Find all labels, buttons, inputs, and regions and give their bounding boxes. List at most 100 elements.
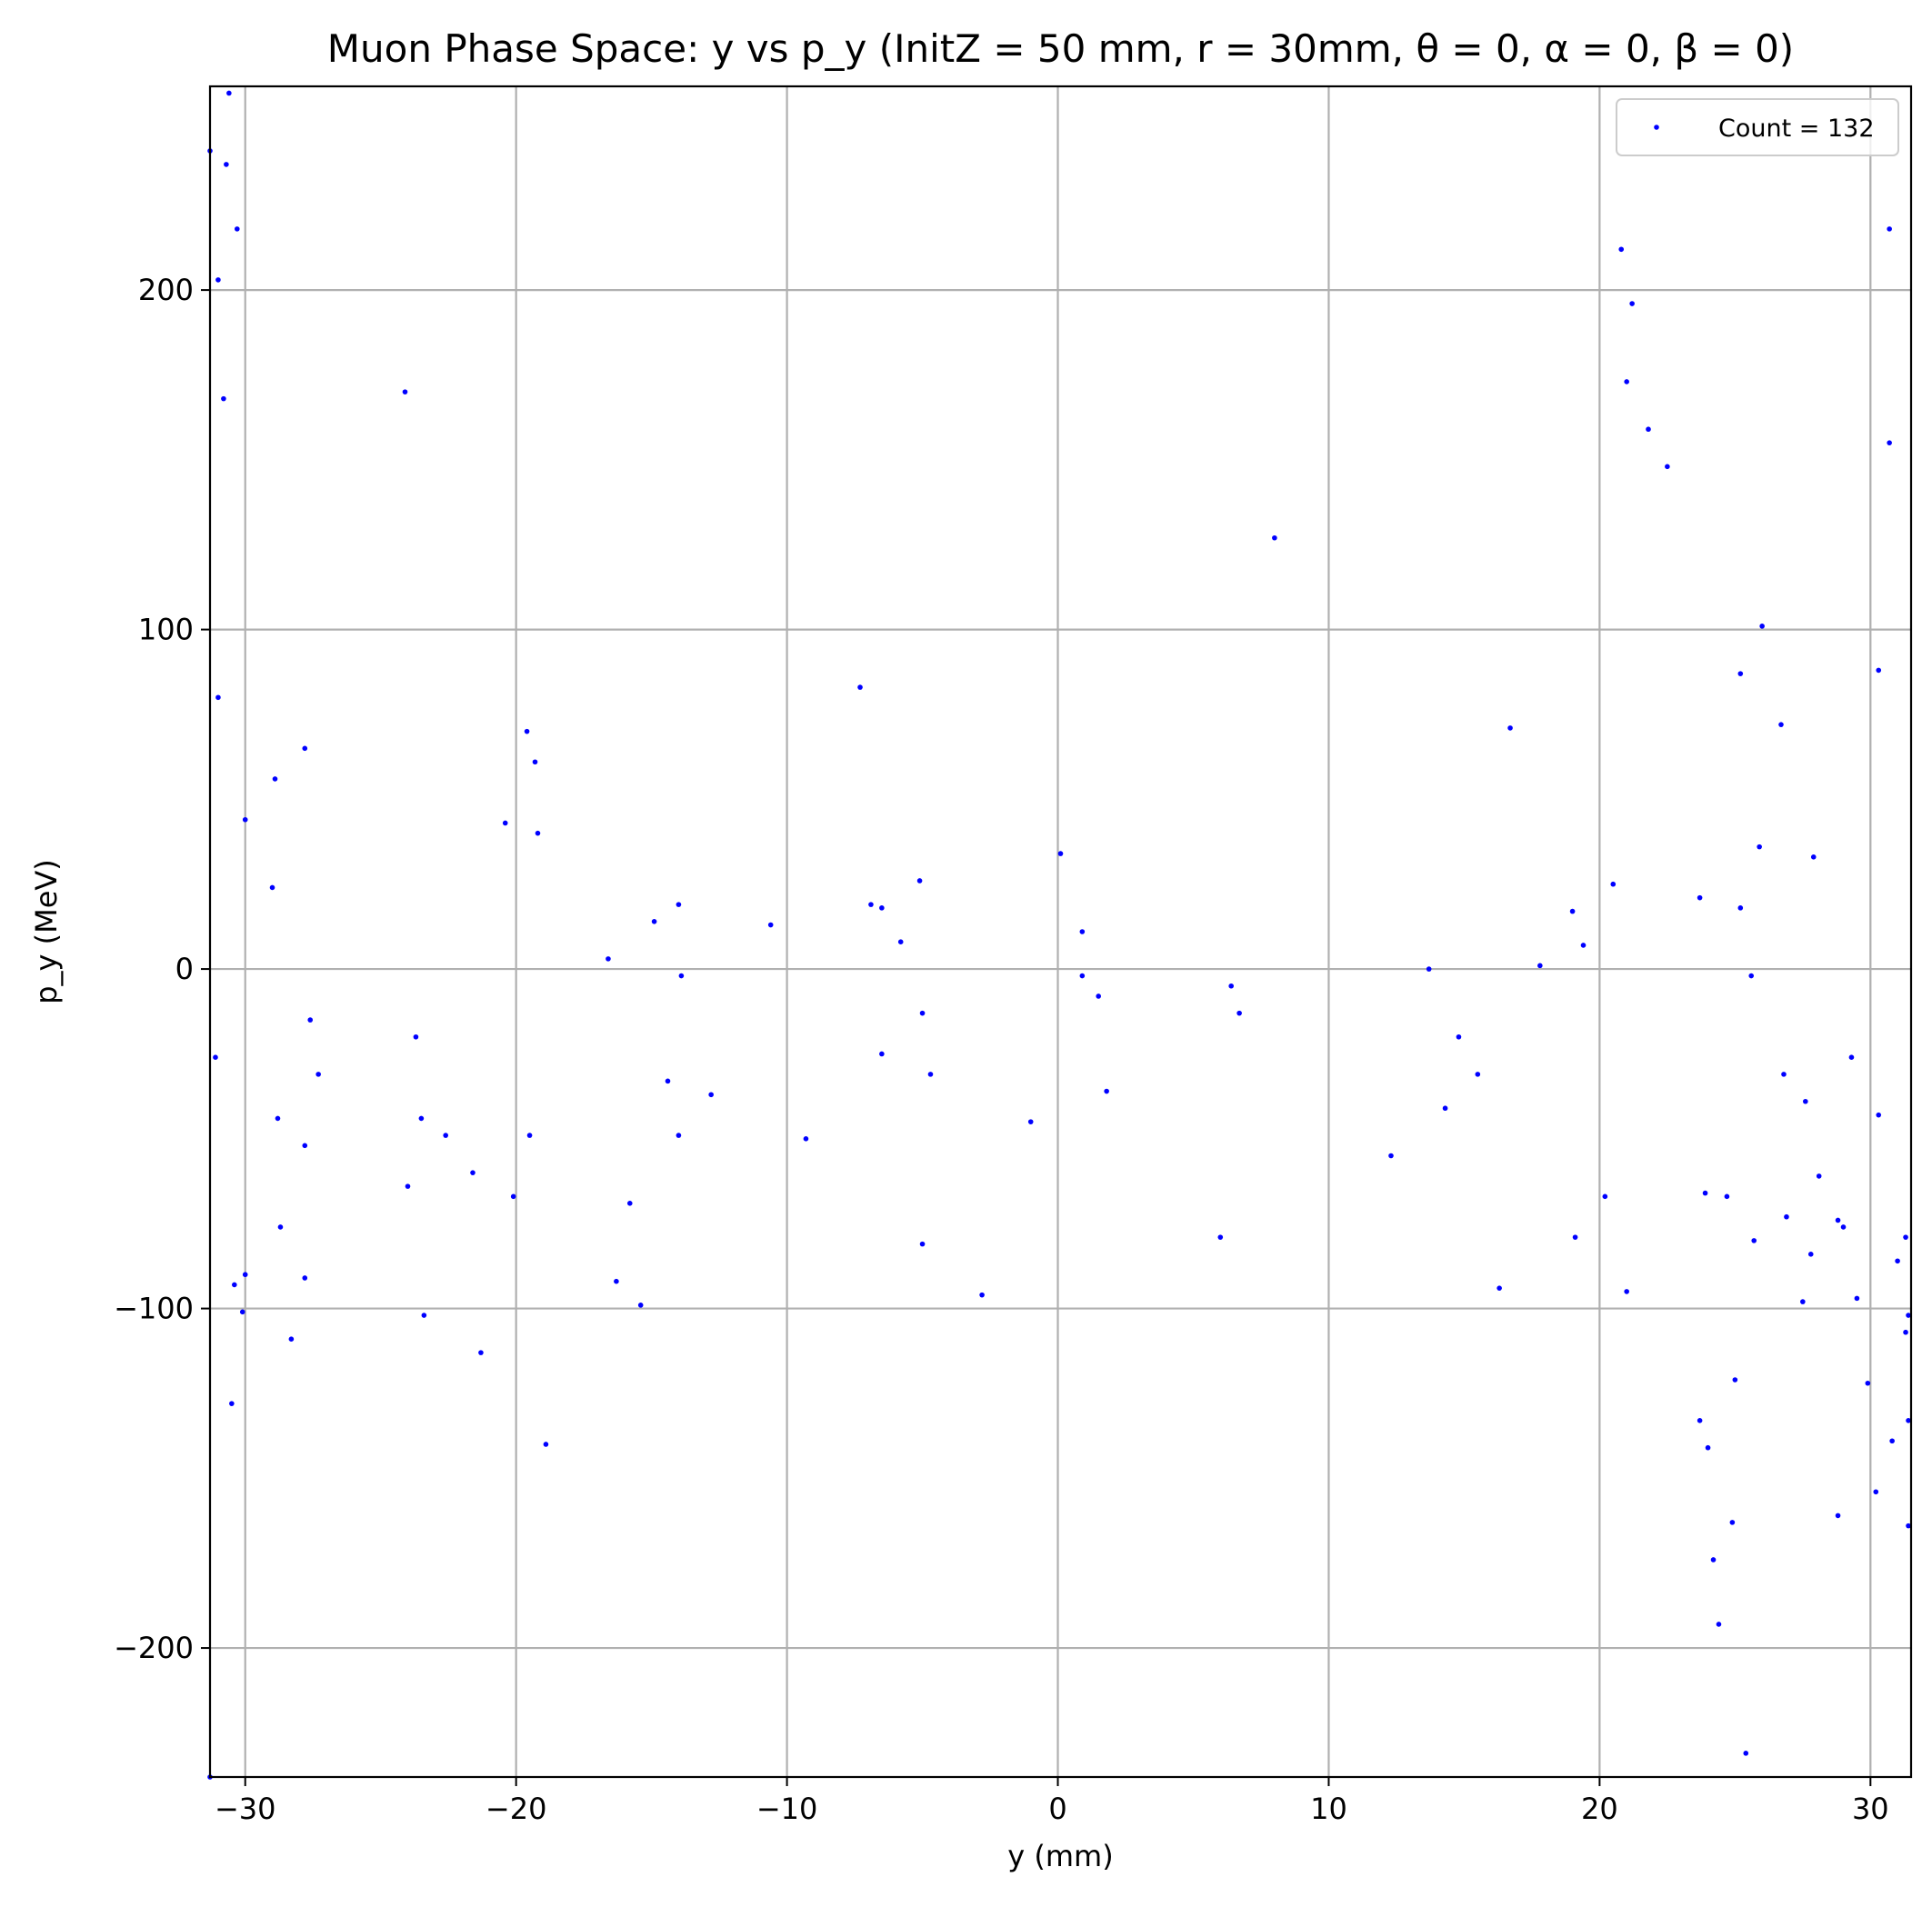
data-point [897,939,904,945]
data-point [1835,1513,1841,1519]
legend-box [1616,98,1899,156]
data-point [676,902,682,907]
data-point [927,1072,934,1077]
data-point [1104,1088,1109,1094]
data-point [1426,966,1432,972]
data-point [1079,929,1086,934]
data-point [1840,1224,1847,1230]
data-point [213,1054,218,1060]
data-point [302,745,308,752]
data-point [1507,725,1513,731]
data-point [1743,1751,1749,1756]
data-point [405,1183,411,1189]
data-point [1624,1289,1629,1294]
data-point [1732,1377,1738,1383]
data-point [1903,1329,1908,1335]
data-point [1442,1105,1448,1112]
data-point [1629,301,1635,306]
y-tick-label: 200 [138,273,194,307]
data-point [242,816,248,823]
data-point [606,956,611,962]
y-tick-label: −200 [114,1631,194,1665]
data-point [242,1272,248,1278]
data-point [1781,1072,1787,1077]
y-tick-label: 0 [175,952,194,986]
data-point [1497,1285,1502,1291]
data-point [502,820,508,826]
data-point [1079,973,1086,979]
data-point [879,905,885,911]
data-point [1800,1299,1806,1304]
data-point [1737,671,1744,676]
x-tick-label: 20 [1581,1792,1618,1826]
data-point [402,389,408,394]
data-point [1569,908,1576,914]
data-point [1610,881,1617,887]
data-point [1848,1054,1855,1060]
data-points [207,90,1911,1780]
data-point [651,918,657,924]
x-tick-label: 0 [1048,1792,1066,1826]
data-point [1887,226,1892,232]
data-point [803,1136,809,1142]
data-point [239,1309,245,1315]
data-point [418,1115,425,1122]
data-point [1895,1258,1900,1264]
data-point [1665,464,1670,470]
data-point [1757,844,1762,850]
y-tick-label: 100 [138,613,194,647]
data-point [1751,1238,1757,1243]
data-point [1702,1190,1708,1196]
data-point [1889,1438,1895,1444]
data-point [1737,905,1744,911]
data-point [524,728,530,734]
data-point [1816,1173,1822,1179]
data-point [637,1303,644,1308]
data-point [215,277,221,283]
data-point [1810,854,1817,860]
data-point [1865,1380,1871,1386]
data-point [1784,1213,1789,1220]
data-point [1854,1295,1860,1302]
data-point [614,1278,619,1284]
data-point [1027,1119,1034,1124]
grid-lines [210,86,1911,1777]
data-point [708,1092,714,1098]
data-point [1906,1313,1911,1318]
data-point [1537,963,1543,969]
data-point [919,1241,926,1247]
data-point [532,759,538,765]
y-axis-label: p_y (MeV) [29,859,64,1004]
data-point [1572,1234,1578,1240]
data-point [224,162,229,167]
chart-title: Muon Phase Space: y vs p_y (InitZ = 50 m… [327,26,1794,71]
data-point [510,1193,516,1200]
data-point [1835,1217,1841,1223]
data-point [1646,426,1651,433]
data-point [1580,943,1587,948]
data-point [1602,1193,1608,1200]
data-point [535,830,541,836]
data-point [478,1350,484,1355]
data-point [626,1200,633,1206]
data-point [1624,379,1629,384]
legend: Count = 132 [1616,98,1899,156]
data-point [676,1133,682,1138]
data-point [1778,722,1784,727]
y-tick-label: −100 [114,1292,194,1326]
data-point [543,1442,549,1447]
data-point [1388,1153,1394,1159]
data-point [1887,440,1892,445]
data-point [277,1224,284,1230]
data-point [979,1292,985,1298]
data-point [665,1078,671,1084]
data-point [1096,993,1102,999]
data-point [1873,1489,1879,1495]
data-point [1876,667,1882,674]
data-point [919,1010,926,1016]
data-point [272,776,278,782]
data-point [421,1313,427,1318]
data-point [1906,1523,1911,1529]
plot-frame [208,85,1913,1779]
